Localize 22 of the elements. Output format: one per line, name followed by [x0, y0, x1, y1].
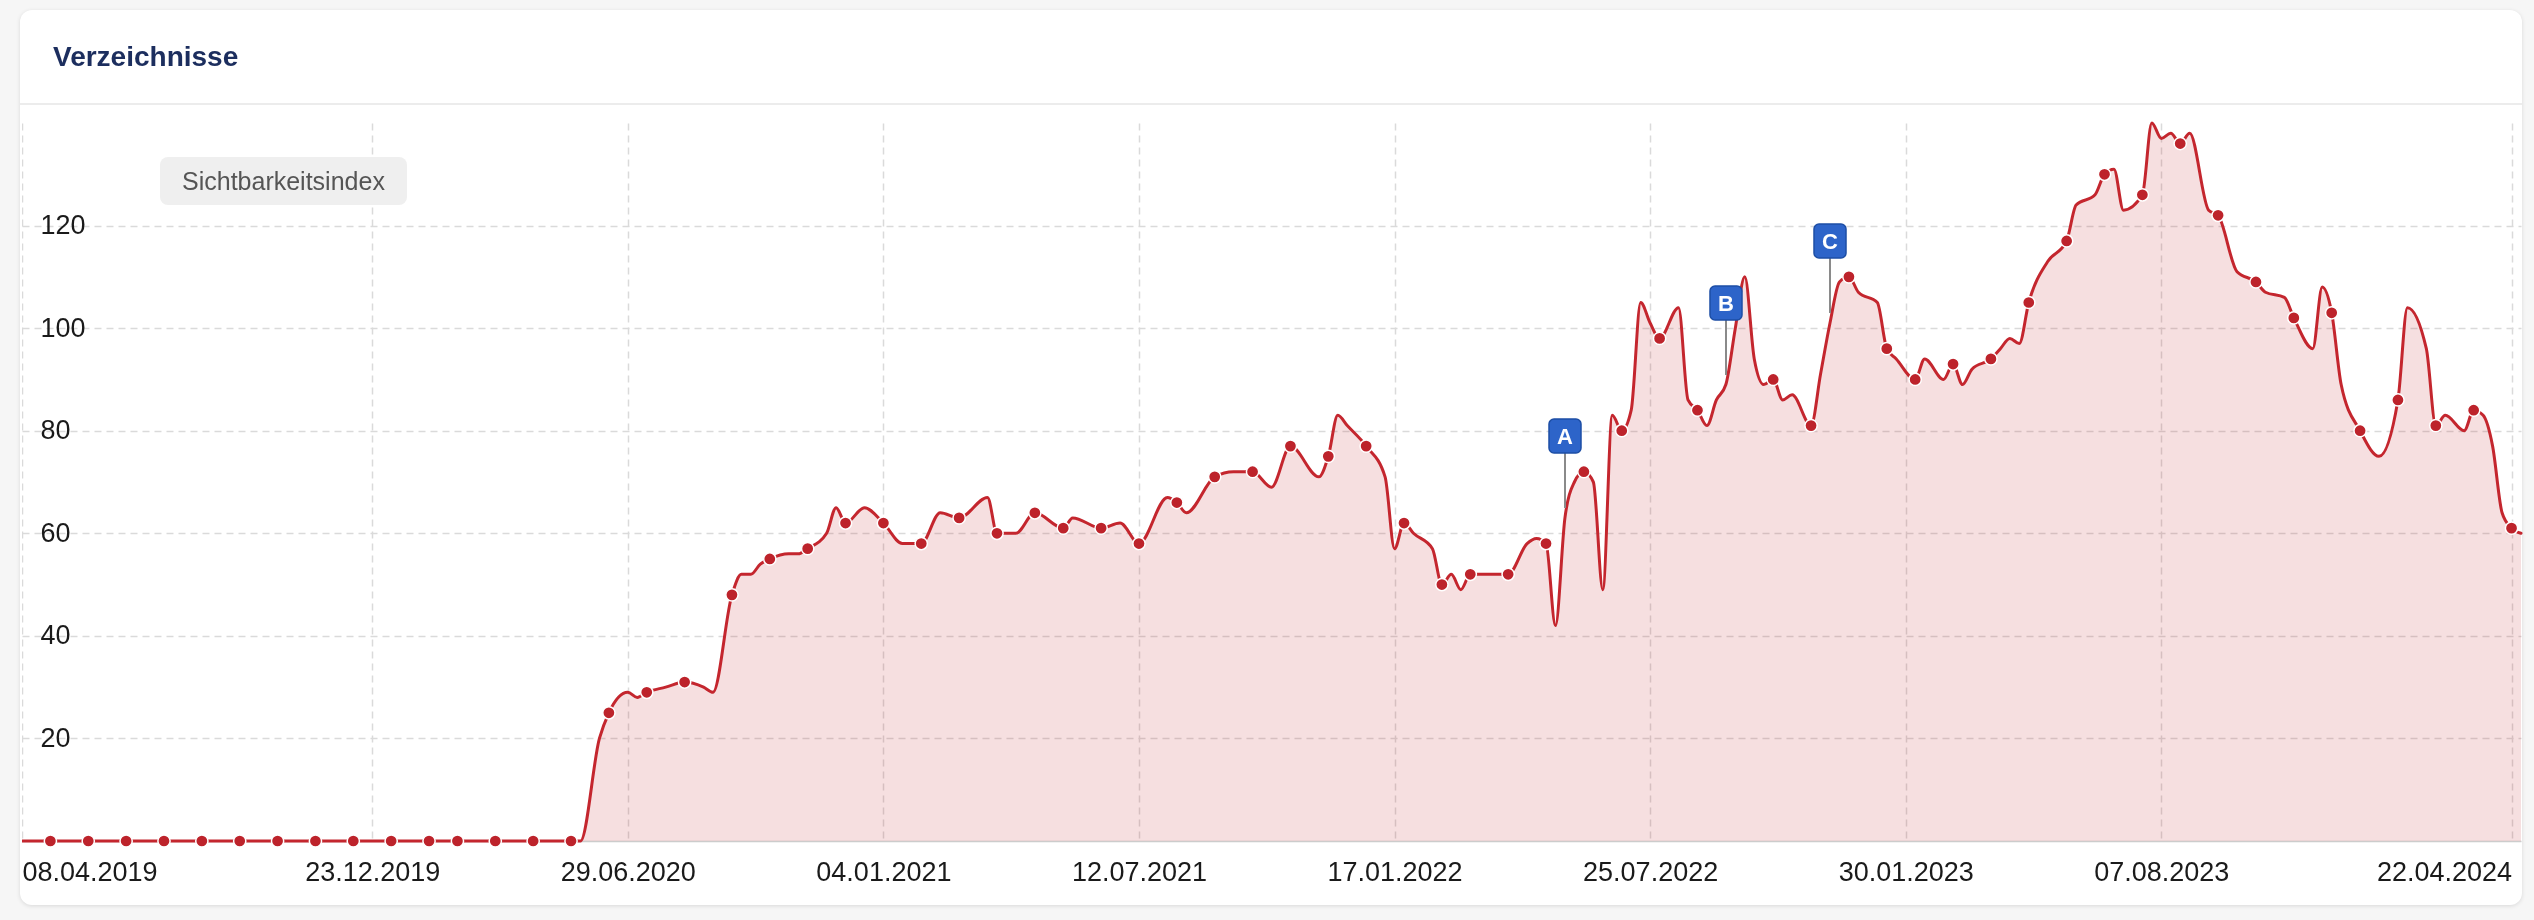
x-tick-label: 12.07.2021	[1071, 856, 1208, 887]
x-tick-label: 22.04.2024	[2376, 856, 2513, 887]
annotation: C	[1822, 229, 1839, 254]
y-tick-label: 40	[40, 620, 71, 651]
y-tick-label: 20	[40, 722, 71, 753]
x-tick-label: 30.01.2023	[1838, 856, 1974, 887]
x-tick-label: 04.01.2021	[816, 856, 952, 887]
annotation: B	[1717, 290, 1734, 316]
y-tick-label: 60	[40, 517, 71, 548]
annotation: Sichtbarkeitsindex	[182, 166, 385, 196]
x-tick-label: 07.08.2023	[2094, 856, 2230, 887]
y-tick-label: 120	[40, 210, 86, 241]
chart-title: Verzeichnisse	[53, 40, 239, 74]
annotation: A	[1556, 423, 1573, 449]
x-tick-label: 25.07.2022	[1583, 856, 1719, 887]
x-tick-label: 08.04.2019	[22, 856, 158, 887]
x-tick-label: 17.01.2022	[1327, 856, 1463, 887]
y-tick-label: 80	[40, 415, 71, 446]
x-tick-label: 29.06.2020	[560, 856, 696, 887]
note-box: Sichtbarkeitsindex	[160, 157, 407, 205]
y-tick-label: 100	[40, 312, 86, 343]
x-tick-label: 23.12.2019	[305, 856, 441, 887]
